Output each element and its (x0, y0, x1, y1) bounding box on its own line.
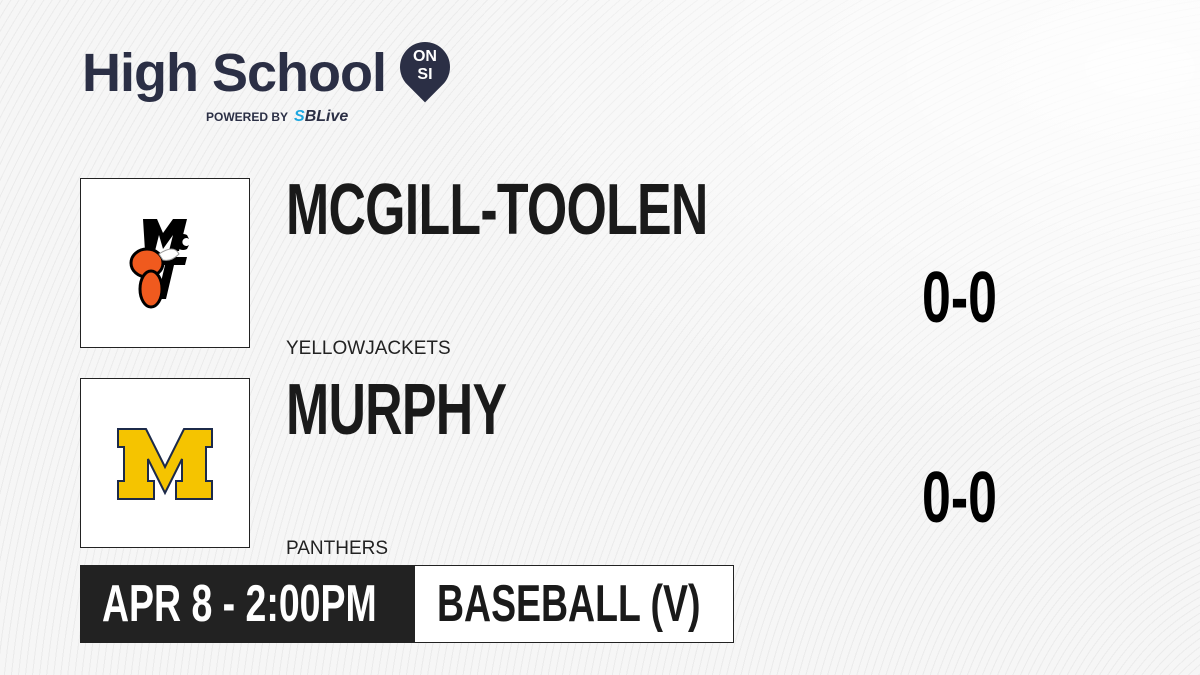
team-logo-mcgill-toolen (80, 178, 250, 348)
on-si-badge: ON SI (389, 31, 461, 106)
team-logo-murphy (80, 378, 250, 548)
team-name: MCGILL-TOOLEN (286, 170, 708, 250)
high-school-on-si-logo: High School ON SI POWERED BY SBLive (82, 31, 461, 126)
powered-by: POWERED BY SBLive (206, 108, 349, 125)
badge-text: ON SI (412, 48, 437, 83)
team-mascot: PANTHERS (286, 538, 389, 559)
yellowjacket-logo (129, 219, 189, 309)
team-record: 0-0 (922, 258, 997, 338)
team-name: MURPHY (286, 370, 507, 450)
team-record: 0-0 (922, 458, 997, 538)
sblive-logo: SBLive (294, 108, 349, 125)
brand-title: High School (82, 43, 387, 103)
game-sport: BASEBALL (V) (414, 565, 734, 643)
m-logo (117, 428, 213, 500)
game-datetime: APR 8 - 2:00PM (80, 565, 414, 643)
team-mascot: YELLOWJACKETS (286, 338, 451, 359)
